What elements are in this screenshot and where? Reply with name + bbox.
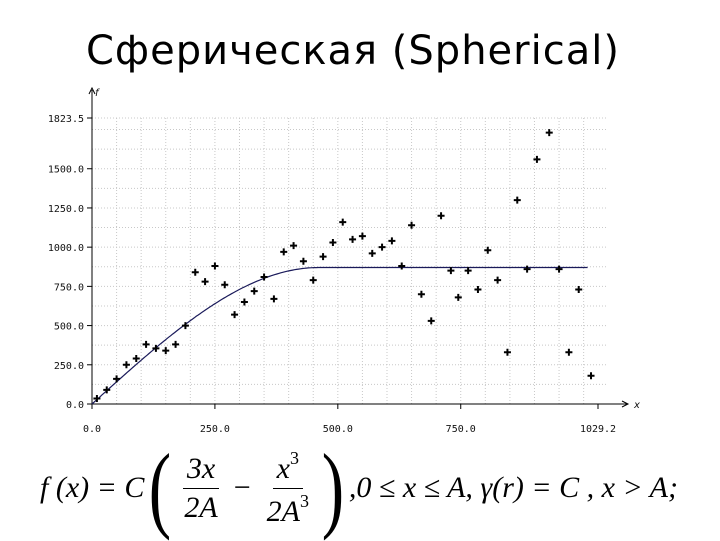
data-point [368,249,376,257]
data-point [280,248,288,256]
data-point [142,340,150,348]
data-point [211,262,219,270]
data-point [545,129,553,137]
data-point [299,257,307,265]
data-point [513,196,521,204]
data-point [565,348,573,356]
data-point [447,267,455,275]
data-point [349,235,357,243]
x-tick-label: 1029.2 [580,424,616,435]
data-point [162,347,170,355]
formula-tail: ,0 ≤ x ≤ A, γ(r) = C , x > A; [348,471,678,504]
data-point [309,276,317,284]
data-point [250,287,258,295]
fraction-2-numerator-exponent: 3 [289,447,299,468]
data-point [152,344,160,352]
data-point [172,340,180,348]
data-point [113,375,121,383]
data-point [93,395,101,403]
data-point [103,386,111,394]
fraction-1-denominator: 2A [184,490,218,524]
data-point [358,232,366,240]
y-tick-label: 0.0 [66,400,84,411]
data-point [437,212,445,220]
grid [92,117,608,404]
data-point [474,286,482,294]
data-point [290,242,298,250]
data-point [503,348,511,356]
x-axis-arrow [621,400,630,408]
y-axis-arrow [88,86,96,95]
formula-lhs: f (x) = C [40,471,145,504]
data-point [221,281,229,289]
fraction-2-denominator-exponent: 3 [299,490,309,511]
data-point [575,286,583,294]
right-paren: ) [321,434,345,541]
data-point [231,311,239,319]
data-point [201,278,209,286]
tick-labels: 0.0 250.0 500.0 750.0 1000.0 1250.0 1500.0 1823… [48,88,640,435]
data-point [240,298,248,306]
fraction-2-numerator: x3 [272,447,303,489]
data-point [523,265,531,273]
data-point [260,273,268,281]
x-tick-label: 0.0 [83,424,101,435]
data-point [398,262,406,270]
data-point [378,243,386,251]
data-point [388,237,396,245]
y-axis-letter: f [95,88,100,99]
fraction-2: x3 2A3 [263,448,313,529]
data-point [270,295,278,303]
y-tick-label: 1250.0 [48,204,84,215]
y-tick-label: 500.0 [54,322,84,333]
fraction-1: 3x 2A [180,452,221,525]
left-paren: ( [149,434,172,541]
slide-title: Сферическая (Spherical) [86,28,620,74]
minus-sign: − [233,471,251,504]
x-axis-letter: x [633,400,640,411]
data-point [122,361,130,369]
x-tick-label: 500.0 [323,424,353,435]
y-tick-label: 250.0 [54,361,84,372]
data-point [191,268,199,276]
data-point [181,322,189,330]
x-tick-label: 250.0 [200,424,230,435]
spherical-model-line [91,266,588,405]
data-point [454,293,462,301]
data-point [417,290,425,298]
data-point [339,218,347,226]
data-point [408,221,416,229]
data-point [587,372,595,380]
fraction-2-denominator-base: 2A [266,494,300,528]
fraction-1-numerator: 3x [182,452,220,489]
y-tick-label: 750.0 [54,282,84,293]
y-tick-label: 1823.5 [48,114,84,125]
fraction-2-numerator-base: x [276,451,290,485]
data-points [93,129,595,403]
data-point [319,253,327,261]
data-point [555,265,563,273]
y-tick-label: 1500.0 [48,165,84,176]
data-point [132,355,140,363]
data-point [427,317,435,325]
spherical-formula: f (x) = C ( 3x 2A − x3 2A3 ) ,0 ≤ x ≤ A,… [40,440,678,536]
y-tick-label: 1000.0 [48,243,84,254]
data-point [464,267,472,275]
data-point [494,276,502,284]
data-point [484,246,492,254]
fraction-2-denominator: 2A3 [263,489,313,529]
x-tick-label: 750.0 [446,424,476,435]
axes [87,86,630,409]
data-point [533,155,541,163]
data-point [329,238,337,246]
model-curve [91,266,588,405]
